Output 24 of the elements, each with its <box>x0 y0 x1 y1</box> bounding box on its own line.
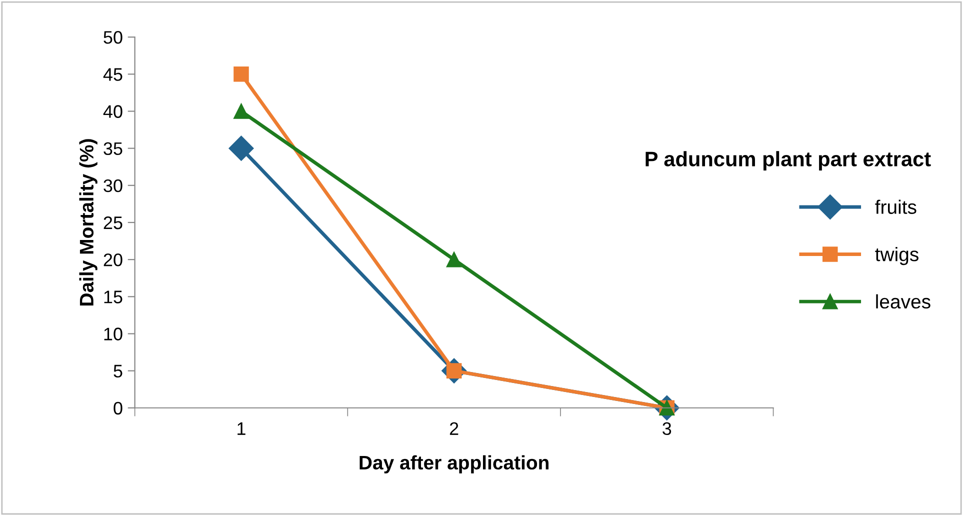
y-tick-label: 45 <box>103 68 122 81</box>
y-tick-label: 50 <box>104 31 122 44</box>
point <box>446 252 462 268</box>
y-tick-label: 10 <box>104 328 122 340</box>
x-tick-label: 1 <box>238 422 246 435</box>
y-tick-label: 30 <box>104 179 122 192</box>
legend-label: twigs <box>875 246 918 266</box>
x-tick-label: 2 <box>450 422 458 435</box>
y-tick-label: 5 <box>114 364 122 378</box>
y-tick-label: 35 <box>104 142 122 156</box>
legend-label: fruits <box>875 200 916 214</box>
point <box>234 66 249 82</box>
y-tick-label: 25 <box>104 216 122 230</box>
y-tick-label: 20 <box>104 253 122 266</box>
y-axis-title: Daily Mortality (%) <box>79 139 98 306</box>
x-axis-title: Day after application <box>360 455 548 474</box>
x-tick-label: 3 <box>662 422 672 436</box>
point <box>234 104 249 119</box>
legend-title: P aduncum plant part extract <box>646 151 931 171</box>
y-tick-label: 40 <box>103 105 122 118</box>
point <box>228 136 254 161</box>
y-tick-label: 0 <box>114 402 122 415</box>
y-tick-label: 15 <box>104 290 122 304</box>
legend-label: leaves <box>876 294 930 309</box>
